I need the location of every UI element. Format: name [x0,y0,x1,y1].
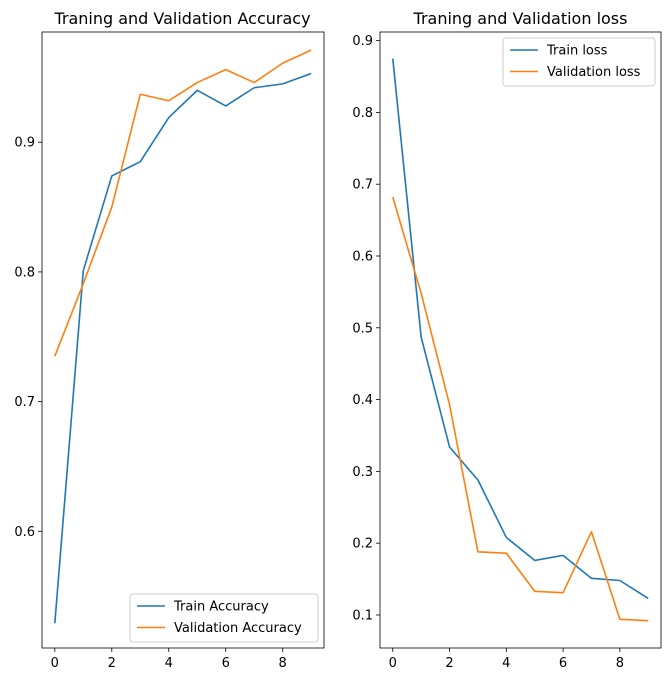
accuracy-y-tick-label: 0.9 [14,136,35,151]
loss-x-tick-label: 0 [389,656,397,671]
accuracy-chart-panel: Traning and Validation Accuracy 0 2 4 6 8 0.6… [14,9,325,671]
loss-series-line-train [391,58,649,600]
accuracy-x-tick-label: 6 [222,656,230,671]
loss-x-tick-label: 6 [559,656,567,671]
loss-x-tick-label: 2 [445,656,453,671]
accuracy-axes-frame [41,31,325,649]
loss-axes-frame [379,31,662,649]
accuracy-legend: Train Accuracy Validation Accuracy [129,593,319,643]
accuracy-legend-label: Validation Accuracy [174,621,302,636]
loss-chart-panel: Traning and Validation loss 0 2 4 6 8 0.1 0.2 0… [352,9,662,671]
loss-y-tick-label: 0.3 [352,465,373,480]
accuracy-legend-label: Train Accuracy [173,600,269,615]
loss-y-tick-label: 0.7 [352,178,373,193]
loss-y-tick-label: 0.2 [352,537,373,552]
loss-y-tick-label: 0.4 [352,393,373,408]
loss-chart-title: Traning and Validation loss [413,9,628,28]
accuracy-x-tick-label: 4 [165,656,173,671]
loss-y-tick-label: 0.9 [352,34,373,49]
loss-legend-label: Train loss [546,44,608,59]
accuracy-x-tick-label: 8 [279,656,287,671]
accuracy-y-tick-label: 0.8 [14,265,35,280]
accuracy-series-line-validation [54,49,312,357]
accuracy-y-tick-label: 0.7 [14,395,35,410]
accuracy-y-tick-label: 0.6 [14,525,35,540]
loss-y-tick-label: 0.1 [352,608,373,623]
loss-y-tick-label: 0.5 [352,321,373,336]
loss-x-tick-label: 4 [502,656,510,671]
accuracy-x-tick-label: 2 [108,656,116,671]
loss-x-tick-label: 8 [616,656,624,671]
loss-y-tick-label: 0.8 [352,106,373,121]
accuracy-series-line-train [54,72,312,624]
accuracy-chart-title: Traning and Validation Accuracy [53,9,310,28]
loss-legend: Train loss Validation loss [502,37,656,87]
loss-series-line-validation [392,196,649,622]
loss-y-tick-label: 0.6 [352,250,373,265]
accuracy-x-tick-label: 0 [51,656,59,671]
loss-legend-label: Validation loss [547,65,641,80]
